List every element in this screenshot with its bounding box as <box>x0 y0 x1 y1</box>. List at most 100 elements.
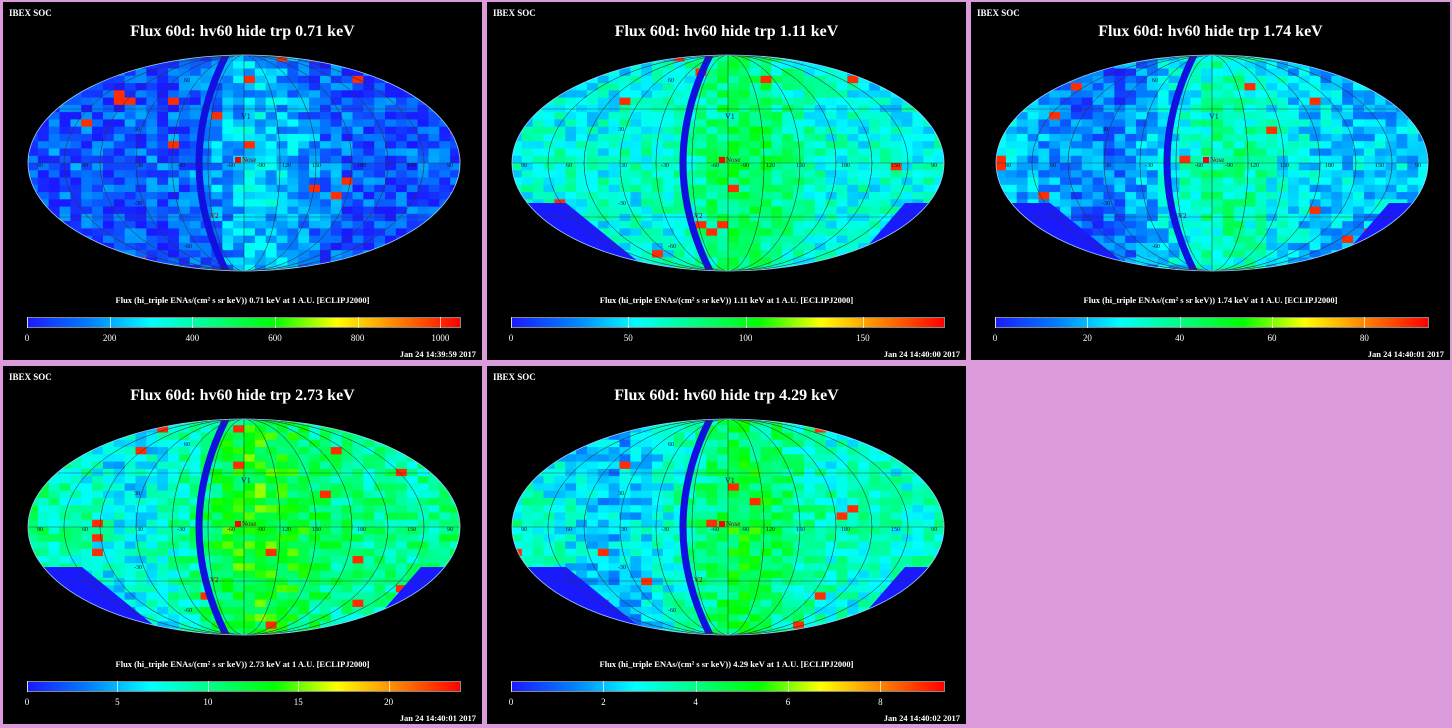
flux-pixel <box>157 468 169 477</box>
flux-pixel <box>37 68 50 77</box>
flux-pixel <box>146 221 158 229</box>
flux-pixel <box>254 468 267 477</box>
flux-pixel <box>428 257 440 266</box>
flux-pixel <box>124 599 137 608</box>
flux-pixel <box>374 192 386 200</box>
flux-pixel <box>793 257 805 266</box>
flux-pixel <box>146 497 158 506</box>
flux-pixel <box>341 250 354 259</box>
flux-pixel <box>265 563 278 572</box>
flux-pixel <box>760 228 772 237</box>
flux-pixel <box>803 155 816 164</box>
flux-pixel <box>439 184 451 193</box>
flux-pixel <box>189 250 202 259</box>
flux-pixel <box>28 585 39 593</box>
flux-pixel <box>276 61 288 70</box>
flux-pixel <box>728 235 740 244</box>
flux-pixel <box>1266 68 1278 77</box>
flux-pixel <box>554 148 566 157</box>
flux-pixel <box>363 490 375 499</box>
flux-pixel <box>222 206 234 215</box>
flux-pixel <box>319 228 332 237</box>
flux-pixel <box>738 163 751 171</box>
flux-pixel <box>341 534 354 543</box>
flux-pixel <box>146 213 158 222</box>
flux-pixel <box>543 177 555 186</box>
flux-pixel <box>244 155 256 164</box>
flux-pixel <box>619 55 631 62</box>
flux-pixel <box>417 483 430 492</box>
flux-pixel <box>1016 133 1029 142</box>
flux-pixel <box>374 257 386 266</box>
flux-pixel <box>662 235 675 244</box>
flux-pixel <box>565 97 577 106</box>
flux-pixel <box>1320 184 1332 193</box>
flux-pixel <box>869 155 881 164</box>
flux-pixel <box>298 119 310 128</box>
flux-pixel <box>70 97 82 106</box>
flux-pixel <box>157 439 169 448</box>
flux-pixel <box>244 235 256 244</box>
flux-pixel <box>59 97 71 106</box>
flux-pixel <box>858 83 870 91</box>
flux-pixel <box>879 213 892 222</box>
flux-pixel <box>70 163 82 171</box>
flux-pixel <box>341 141 354 150</box>
flux-pixel <box>793 83 805 91</box>
flux-pixel <box>597 126 610 135</box>
flux-pixel <box>1081 112 1094 120</box>
flux-pixel <box>728 141 740 150</box>
flux-pixel <box>1363 177 1376 186</box>
flux-pixel <box>576 68 588 77</box>
flux-pixel <box>168 68 180 77</box>
flux-pixel <box>1374 148 1387 157</box>
lon-tick-label: 30 <box>137 163 143 169</box>
flux-pixel <box>81 556 93 564</box>
flux-pixel <box>309 163 321 171</box>
flux-pixel <box>576 163 588 171</box>
flux-pixel <box>1114 177 1126 186</box>
flux-pixel <box>662 170 675 179</box>
flux-pixel <box>706 228 718 237</box>
flux-pixel <box>92 432 104 441</box>
flux-pixel <box>341 577 354 586</box>
flux-pixel <box>912 61 924 70</box>
flux-pixel <box>124 97 137 106</box>
flux-pixel <box>37 112 50 120</box>
flux-pixel <box>793 177 805 186</box>
flux-pixel <box>276 614 288 623</box>
flux-pixel <box>189 257 202 266</box>
flux-pixel <box>1092 133 1105 142</box>
flux-pixel <box>1081 184 1094 193</box>
flux-pixel <box>1081 68 1094 77</box>
flux-pixel <box>135 184 147 193</box>
flux-pixel <box>222 68 234 77</box>
flux-pixel <box>996 75 1007 84</box>
flux-pixel <box>352 556 364 564</box>
flux-pixel <box>428 242 440 251</box>
flux-pixel <box>330 177 343 186</box>
flux-pixel <box>1396 177 1408 186</box>
flux-pixel <box>890 257 903 266</box>
flux-pixel <box>619 264 631 271</box>
flux-pixel <box>135 570 147 579</box>
flux-pixel <box>1027 177 1039 186</box>
flux-pixel <box>374 490 386 499</box>
flux-pixel <box>200 527 213 535</box>
flux-pixel <box>319 61 332 70</box>
flux-pixel <box>1201 213 1213 222</box>
flux-pixel <box>1114 242 1126 251</box>
flux-pixel <box>168 592 180 601</box>
flux-pixel <box>565 112 577 120</box>
flux-pixel <box>1168 177 1181 186</box>
flux-pixel <box>1407 170 1419 179</box>
flux-pixel <box>749 235 762 244</box>
flux-pixel <box>363 447 375 455</box>
flux-pixel <box>1201 177 1213 186</box>
flux-pixel <box>847 163 859 171</box>
flux-pixel <box>1146 199 1159 208</box>
flux-pixel <box>869 90 881 99</box>
flux-pixel <box>211 577 223 586</box>
flux-pixel <box>189 75 202 84</box>
flux-pixel <box>1418 170 1428 179</box>
